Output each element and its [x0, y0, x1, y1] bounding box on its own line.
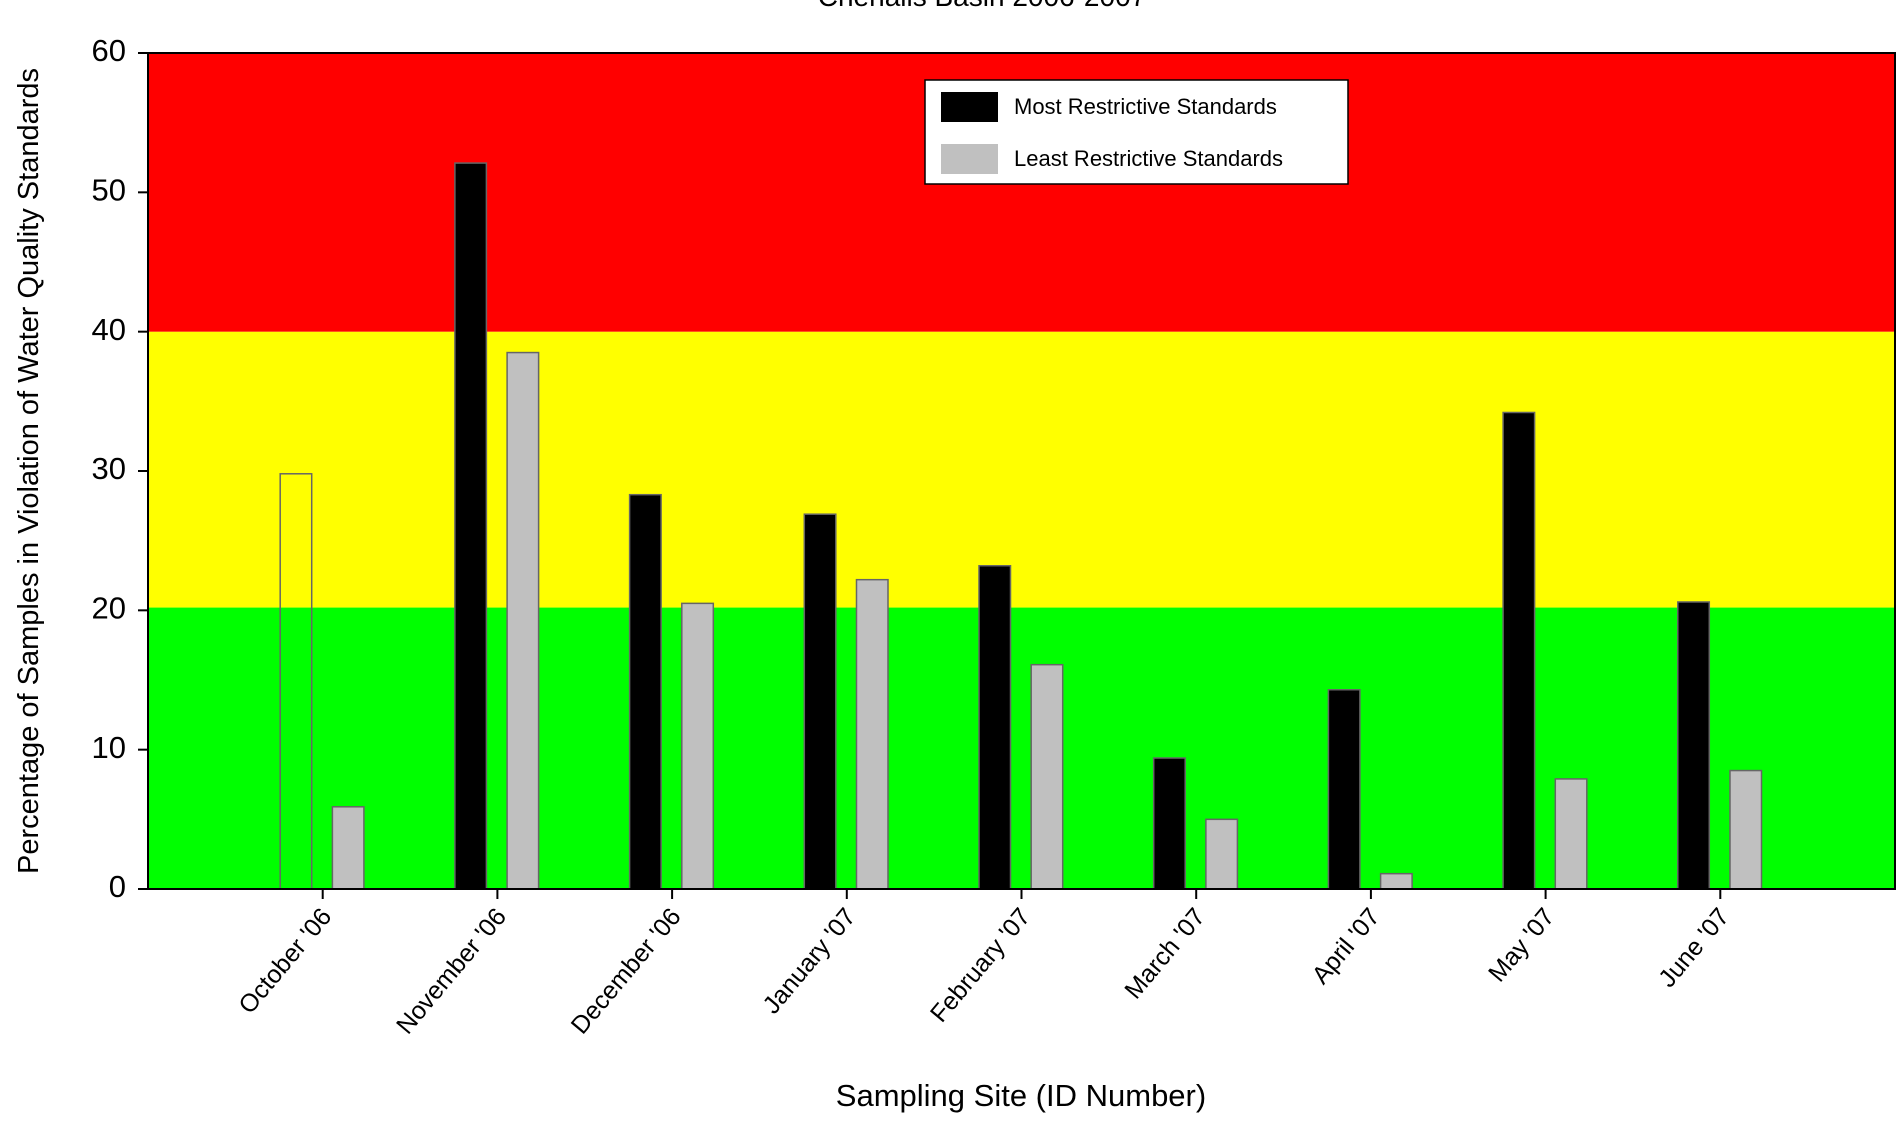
bar — [1152, 757, 1186, 890]
y-tick-label: 10 — [92, 730, 126, 765]
bar — [506, 351, 540, 890]
y-tick-label: 60 — [92, 33, 126, 68]
legend-swatch — [941, 92, 998, 122]
x-tick-label: November '06 — [391, 903, 512, 1040]
x-tick-label: March '07 — [1119, 903, 1211, 1004]
bar — [1554, 778, 1588, 890]
bar — [978, 564, 1012, 890]
x-tick-label: May '07 — [1483, 903, 1560, 987]
x-axis-title: Sampling Site (ID Number) — [836, 1078, 1206, 1113]
x-tick-label: February '07 — [925, 903, 1036, 1028]
y-tick-label: 50 — [92, 173, 126, 208]
bar — [1502, 411, 1536, 890]
plot-frame — [147, 52, 1896, 890]
bar — [1379, 872, 1413, 890]
bar — [454, 162, 488, 890]
x-tick-label: April '07 — [1306, 903, 1385, 990]
bar — [1677, 601, 1711, 890]
y-tick-label: 0 — [109, 869, 126, 904]
x-tick-label: June '07 — [1653, 903, 1735, 993]
threshold-band — [148, 331, 1895, 608]
x-tick-label: October '06 — [233, 903, 337, 1019]
threshold-band — [148, 607, 1895, 889]
y-axis-title: Percentage of Samples in Violation of Wa… — [13, 68, 45, 874]
bar — [628, 493, 662, 890]
legend-swatch — [941, 144, 998, 174]
legend-label: Least Restrictive Standards — [1014, 146, 1283, 171]
bar — [331, 806, 365, 890]
x-tick-label: December '06 — [566, 903, 687, 1040]
y-tick-label: 40 — [92, 312, 126, 347]
bar — [1205, 818, 1239, 890]
chart-title: Chehalis Basin 2006-2007 — [818, 0, 1146, 12]
legend-label: Most Restrictive Standards — [1014, 94, 1277, 119]
bar — [803, 513, 837, 890]
x-tick-label: January '07 — [757, 903, 861, 1019]
y-tick-label: 30 — [92, 451, 126, 486]
bar — [1327, 689, 1361, 890]
bar — [1729, 769, 1763, 890]
bar — [855, 578, 889, 890]
bar — [681, 602, 715, 890]
bar — [1030, 663, 1064, 890]
y-tick-label: 20 — [92, 591, 126, 626]
